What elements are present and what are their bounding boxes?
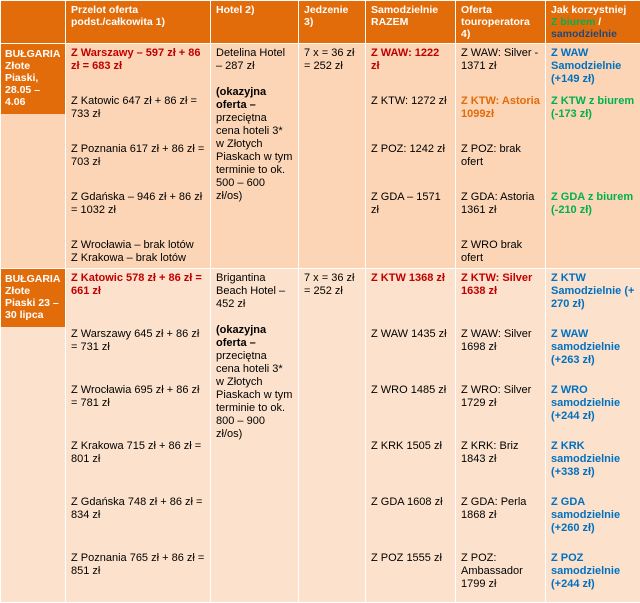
flight-item: Z Gdańska 748 zł + 86 zł = 834 zł <box>71 496 205 552</box>
header-hotel: Hotel 2) <box>211 1 299 44</box>
better-item-spacer <box>551 143 635 191</box>
hotel-note-bold: (okazyjna oferta – <box>216 324 266 349</box>
header-operator: Oferta touroperatora 4) <box>456 1 546 44</box>
better-item: Z GDA z biurem (-210 zł) <box>551 191 635 217</box>
header-food: Jedzenie 3) <box>299 1 366 44</box>
total-item: Z WAW 1435 zł <box>371 328 450 384</box>
row-may-june: BUŁGARIA Złote Piaski, 28.05 – 4.06 Z Wa… <box>1 44 640 269</box>
flight-item: Z Katowic 647 zł + 86 zł = 733 zł <box>71 95 205 143</box>
food-cost: 7 x = 36 zł = 252 zł <box>304 272 360 298</box>
operator-item: Z GDA: Perla 1868 zł <box>461 496 540 552</box>
operator-item: Z GDA: Astoria 1361 zł <box>461 191 540 239</box>
header-better-independently: samodzielnie <box>551 28 617 40</box>
operator-cell: Z WAW: Silver - 1371 zł Z KTW: Astoria 1… <box>456 44 546 269</box>
food-cost: 7 x = 36 zł = 252 zł <box>304 47 360 73</box>
row-label-cell: BUŁGARIA Złote Piaski 23 – 30 lipca <box>1 269 66 603</box>
better-item: Z KTW Samodzielnie (+ 270 zł) <box>551 272 635 328</box>
hotel-cell: Detelina Hotel – 287 zł (okazyjna oferta… <box>211 44 299 269</box>
food-cell: 7 x = 36 zł = 252 zł <box>299 44 366 269</box>
total-item: Z WAW: 1222 zł <box>371 47 450 95</box>
header-better-with-agency: Z biurem <box>551 16 595 28</box>
header-empty-cell <box>1 1 66 44</box>
operator-item: Z WAW: Silver - 1371 zł <box>461 47 540 95</box>
operator-item: Z KTW: Astoria 1099zł <box>461 95 540 143</box>
row-label-cell: BUŁGARIA Złote Piaski, 28.05 – 4.06 <box>1 44 66 269</box>
flight-item: Z Katowic 578 zł + 86 zł = 661 zł <box>71 272 205 328</box>
header-better-separator: / <box>595 16 601 28</box>
better-cell: Z WAW Samodzielnie (+149 zł) Z KTW z biu… <box>546 44 640 269</box>
header-row: Przelot oferta podst./całkowita 1) Hotel… <box>1 1 640 44</box>
operator-item: Z WRO brak ofert <box>461 239 540 265</box>
row-july: BUŁGARIA Złote Piaski 23 – 30 lipca Z Ka… <box>1 269 640 603</box>
header-better: Jak korzystniej Z biurem / samodzielnie <box>546 1 640 44</box>
total-item: Z GDA – 1571 zł <box>371 191 450 239</box>
total-cell: Z KTW 1368 zł Z WAW 1435 zł Z WRO 1485 z… <box>366 269 456 603</box>
better-cell: Z KTW Samodzielnie (+ 270 zł) Z WAW samo… <box>546 269 640 603</box>
row-label: BUŁGARIA Złote Piaski 23 – 30 lipca <box>1 269 65 327</box>
flight-item: Z Warszawy – 597 zł + 86 zł = 683 zł <box>71 47 205 95</box>
total-item: Z GDA 1608 zł <box>371 496 450 552</box>
flights-cell: Z Warszawy – 597 zł + 86 zł = 683 zł Z K… <box>66 44 211 269</box>
header-total: Samodzielnie RAZEM <box>366 1 456 44</box>
better-item: Z POZ samodzielnie (+244 zł) <box>551 552 635 591</box>
operator-cell: Z KTW: Silver 1638 zł Z WAW: Silver 1698… <box>456 269 546 603</box>
better-item: Z KTW z biurem (-173 zł) <box>551 95 635 143</box>
operator-item: Z WRO: Silver 1729 zł <box>461 384 540 440</box>
hotel-note-rest: przeciętna cena hoteli 3* w Złotych Pias… <box>216 112 292 202</box>
hotel-name: Brigantina Beach Hotel – 452 zł <box>216 272 293 311</box>
total-cell: Z WAW: 1222 zł Z KTW: 1272 zł Z POZ: 124… <box>366 44 456 269</box>
operator-item: Z WAW: Silver 1698 zł <box>461 328 540 384</box>
total-item: Z KTW: 1272 zł <box>371 95 450 143</box>
total-item: Z KRK 1505 zł <box>371 440 450 496</box>
hotel-note: (okazyjna oferta – przeciętna cena hotel… <box>216 324 293 441</box>
better-item: Z KRK samodzielnie (+338 zł) <box>551 440 635 496</box>
better-item: Z GDA samodzielnie (+260 zł) <box>551 496 635 552</box>
better-item: Z WRO samodzielnie (+244 zł) <box>551 384 635 440</box>
flight-item: Z Gdańska – 946 zł + 86 zł = 1032 zł <box>71 191 205 239</box>
food-cell: 7 x = 36 zł = 252 zł <box>299 269 366 603</box>
flight-item: Z Poznania 617 zł + 86 zł = 703 zł <box>71 143 205 191</box>
header-flight: Przelot oferta podst./całkowita 1) <box>66 1 211 44</box>
hotel-cell: Brigantina Beach Hotel – 452 zł (okazyjn… <box>211 269 299 603</box>
hotel-note: (okazyjna oferta – przeciętna cena hotel… <box>216 86 293 203</box>
flight-item: Z Krakowa – brak lotów <box>71 252 205 265</box>
hotel-name: Detelina Hotel – 287 zł <box>216 47 293 73</box>
total-item: Z POZ 1555 zł <box>371 552 450 565</box>
flight-item: Z Krakowa 715 zł + 86 zł = 801 zł <box>71 440 205 496</box>
flights-cell: Z Katowic 578 zł + 86 zł = 661 zł Z Wars… <box>66 269 211 603</box>
total-item: Z POZ: 1242 zł <box>371 143 450 191</box>
row-label: BUŁGARIA Złote Piaski, 28.05 – 4.06 <box>1 44 65 114</box>
hotel-note-bold: (okazyjna oferta – <box>216 86 266 111</box>
flight-item: Z Warszawy 645 zł + 86 zł = 731 zł <box>71 328 205 384</box>
flight-item: Z Poznania 765 zł + 86 zł = 851 zł <box>71 552 205 578</box>
hotel-note-rest: przeciętna cena hoteli 3* w Złotych Pias… <box>216 350 292 440</box>
flight-item: Z Wrocławia – brak lotów <box>71 239 205 252</box>
operator-item: Z KTW: Silver 1638 zł <box>461 272 540 328</box>
operator-item: Z POZ: Ambassador 1799 zł <box>461 552 540 591</box>
operator-item: Z POZ: brak ofert <box>461 143 540 191</box>
total-item: Z WRO 1485 zł <box>371 384 450 440</box>
operator-item: Z KRK: Briz 1843 zł <box>461 440 540 496</box>
header-better-prefix: Jak korzystniej <box>551 4 626 16</box>
total-item: Z KTW 1368 zł <box>371 272 450 328</box>
better-item: Z WAW Samodzielnie (+149 zł) <box>551 47 635 95</box>
better-item: Z WAW samodzielnie (+263 zł) <box>551 328 635 384</box>
flight-item: Z Wrocławia 695 zł + 86 zł = 781 zł <box>71 384 205 440</box>
